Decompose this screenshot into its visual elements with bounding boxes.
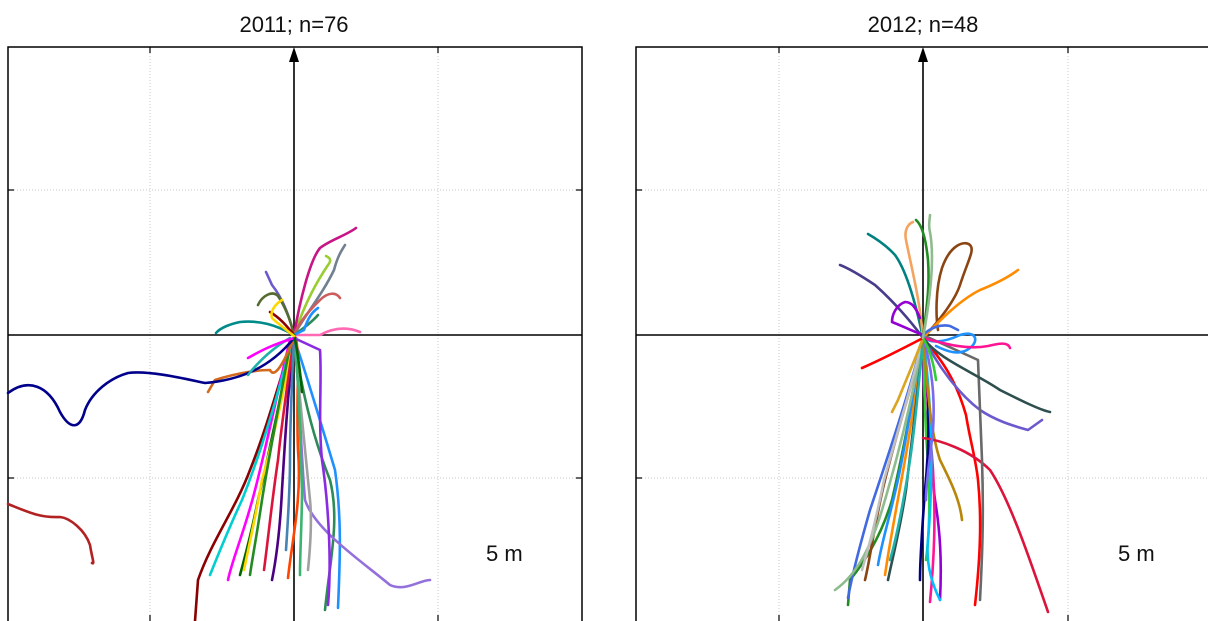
ticks <box>636 47 1069 621</box>
trajectory-track <box>921 333 985 602</box>
trajectory-track <box>888 336 925 562</box>
trajectory-plot-2011 <box>6 46 583 621</box>
ticks <box>8 47 582 621</box>
trajectory-track <box>193 336 296 621</box>
trajectory-track <box>921 336 1052 414</box>
tracks <box>6 226 432 621</box>
trajectory-track <box>246 336 296 360</box>
trajectory-track <box>833 336 925 592</box>
trajectory-track <box>242 336 296 572</box>
trajectory-track <box>208 340 294 577</box>
panel-title: 2011; n=76 <box>239 12 349 37</box>
trajectory-track <box>206 336 296 394</box>
trajectory-track <box>214 320 296 337</box>
trajectory-track <box>921 336 938 382</box>
trajectory-track <box>921 213 934 340</box>
trajectory-track <box>248 343 292 577</box>
trajectory-track <box>292 254 332 337</box>
scale-label: 5 m <box>486 541 523 566</box>
plot-frame <box>635 46 1208 621</box>
trajectory-track <box>270 336 296 582</box>
trajectory-track <box>6 502 95 565</box>
trajectory-track <box>270 298 296 338</box>
trajectory-track <box>262 336 296 572</box>
trajectory-track <box>6 336 296 427</box>
trajectory-track <box>256 292 296 337</box>
trajectory-plot-2012 <box>635 46 1208 621</box>
trajectory-track <box>292 336 331 607</box>
trajectory-track <box>921 268 1020 340</box>
trajectory-track <box>292 306 320 337</box>
trajectory-track <box>838 263 925 340</box>
arrow-head <box>918 47 928 62</box>
panel-title: 2012; n=48 <box>867 12 979 37</box>
trajectory-track <box>292 336 342 610</box>
trajectory-track <box>292 336 432 589</box>
trajectory-track <box>284 336 296 552</box>
trajectory-track <box>921 436 1050 614</box>
trajectory-track <box>860 336 925 370</box>
trajectory-track <box>292 226 358 337</box>
grid <box>636 47 1208 621</box>
plot-frame <box>7 46 583 621</box>
trajectory-track <box>292 327 362 337</box>
trajectory-track <box>890 336 925 414</box>
panel-2011: 2011; n=76 5 m <box>0 0 600 621</box>
trajectory-track <box>860 336 925 572</box>
scale-label: 5 m <box>1118 541 1155 566</box>
trajectory-track <box>292 336 304 577</box>
trajectory-track <box>921 336 964 522</box>
trajectory-track <box>921 336 1012 350</box>
panel-2012: 2012; n=48 5 m <box>630 0 1208 621</box>
trajectory-track <box>921 324 960 337</box>
trajectory-track <box>890 300 925 337</box>
trajectory-track <box>921 336 935 502</box>
arrow-head <box>289 47 299 62</box>
trajectory-track <box>292 292 342 337</box>
trajectory-track <box>904 220 925 340</box>
trajectory-track <box>921 241 973 340</box>
tracks <box>833 213 1052 614</box>
trajectory-track <box>292 333 304 394</box>
